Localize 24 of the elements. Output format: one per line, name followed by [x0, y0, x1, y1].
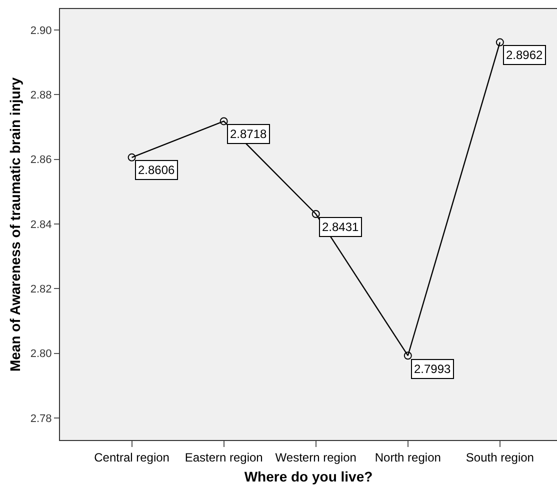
- point: [496, 38, 504, 46]
- x-tick-label: Central region: [94, 450, 170, 464]
- data-label: 2.8718: [230, 127, 268, 141]
- y-tick-label: 2.80: [30, 348, 52, 360]
- data-label: 2.8606: [138, 163, 176, 177]
- y-tick-label: 2.84: [30, 218, 52, 231]
- x-tick-label: North region: [374, 450, 441, 464]
- data-label: 2.8962: [506, 48, 544, 62]
- y-tick-label: 2.82: [30, 284, 52, 296]
- data-label: 2.7993: [414, 362, 452, 376]
- x-axis-title: Where do you live?: [244, 468, 373, 485]
- y-tick-label: 2.90: [30, 24, 52, 37]
- x-tick-label: South region: [466, 450, 534, 464]
- point: [312, 210, 320, 218]
- y-tick-label: 2.86: [30, 154, 52, 166]
- x-tick-label: Eastern region: [184, 450, 263, 464]
- x-tick-label: Western region: [275, 450, 356, 464]
- y-tick-label: 2.78: [30, 412, 52, 425]
- point: [404, 352, 412, 360]
- data-label: 2.8431: [322, 220, 360, 234]
- y-tick-label: 2.88: [30, 90, 52, 102]
- point: [220, 117, 228, 126]
- y-axis-title: Mean of Awareness of traumatic brain injury: [6, 77, 23, 372]
- point: [128, 153, 136, 162]
